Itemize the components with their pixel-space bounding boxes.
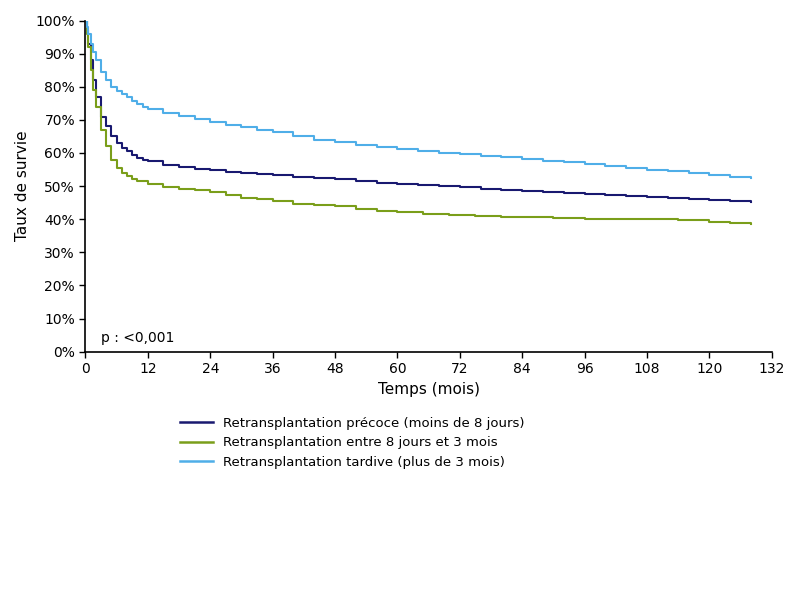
Text: p : <0,001: p : <0,001 (101, 331, 174, 345)
X-axis label: Temps (mois): Temps (mois) (378, 382, 480, 397)
Y-axis label: Taux de survie: Taux de survie (15, 131, 30, 241)
Legend: Retransplantation précoce (moins de 8 jours), Retransplantation entre 8 jours et: Retransplantation précoce (moins de 8 jo… (174, 412, 530, 474)
